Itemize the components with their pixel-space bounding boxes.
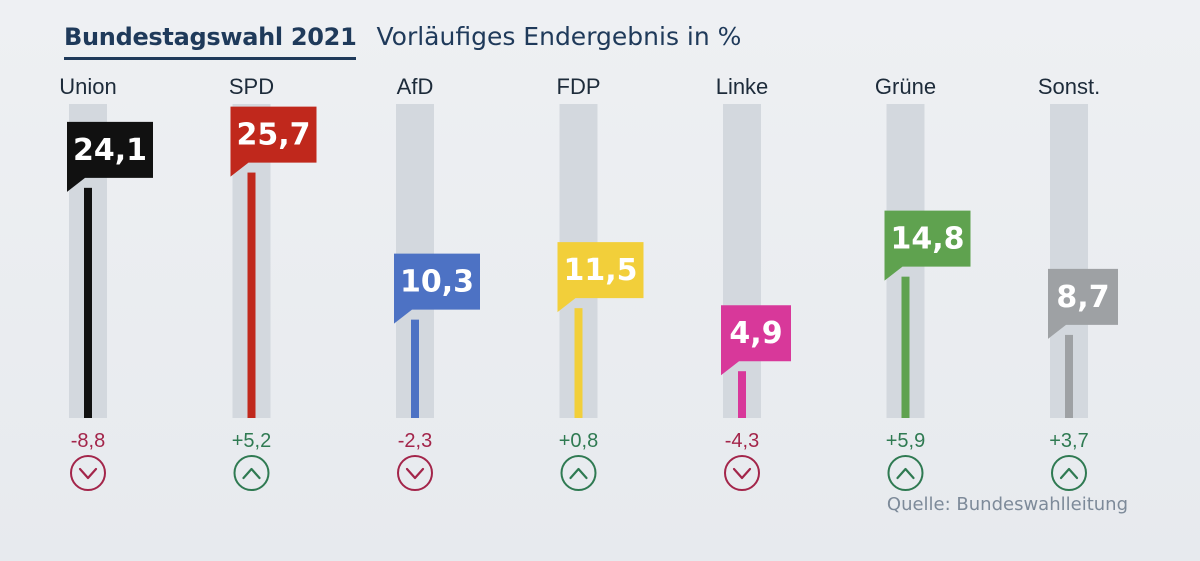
value-flag [394, 253, 480, 324]
chart-header: Bundestagswahl 2021 Vorläufiges Endergeb… [64, 22, 741, 62]
bar [84, 187, 92, 418]
change-label: -4,3 [725, 430, 759, 452]
chevron-up-icon [233, 455, 270, 491]
chevron-down-icon [405, 467, 425, 480]
chevron-down-icon [78, 467, 98, 480]
source-note: Quelle: Bundeswahlleitung [886, 494, 1128, 515]
value-label: 14,8 [890, 222, 964, 257]
chevron-up-icon [569, 467, 588, 480]
chevron-down-icon [724, 455, 760, 491]
change-label: +5,2 [232, 430, 271, 452]
bar [574, 308, 583, 418]
value-flag [230, 106, 317, 177]
chevron-down-icon [70, 455, 106, 491]
value-flag [721, 305, 791, 376]
value-flag [67, 121, 153, 192]
value-label: 10,3 [400, 265, 474, 300]
bar [738, 371, 746, 418]
chevron-up-icon [560, 455, 597, 491]
bar-track [723, 104, 761, 418]
change-label: +5,9 [886, 430, 925, 452]
party-label: Union [59, 74, 116, 99]
value-label: 25,7 [236, 118, 310, 153]
value-label: 4,9 [729, 316, 782, 351]
party-label: Linke [716, 74, 769, 99]
chevron-up-icon [896, 467, 915, 480]
chevron-up-icon [1051, 455, 1087, 491]
chart-title: Bundestagswahl 2021 [64, 23, 357, 60]
bar [411, 319, 419, 418]
value-flag [557, 242, 644, 313]
party-label: SPD [229, 74, 274, 99]
party-label: AfD [397, 74, 434, 99]
change-label: +0,8 [559, 430, 598, 452]
change-label: -2,3 [398, 430, 432, 452]
party-label: FDP [557, 74, 601, 99]
value-flag [884, 210, 971, 281]
bar [247, 172, 256, 418]
value-label: 24,1 [73, 133, 147, 168]
chart-subtitle: Vorläufiges Endergebnis in % [376, 22, 742, 51]
chevron-up-icon [887, 455, 924, 491]
value-label: 11,5 [563, 253, 637, 288]
party-label: Grüne [875, 74, 936, 99]
change-label: +3,7 [1049, 430, 1088, 452]
party-label: Sonst. [1038, 74, 1100, 99]
chevron-down-icon [397, 455, 433, 491]
chevron-up-icon [242, 467, 261, 480]
chevron-down-icon [732, 467, 752, 480]
chevron-up-icon [1059, 467, 1079, 480]
bar [901, 276, 910, 418]
value-flag [1048, 268, 1118, 339]
bar [1065, 334, 1073, 418]
change-label: -8,8 [71, 430, 105, 452]
value-label: 8,7 [1056, 280, 1109, 315]
